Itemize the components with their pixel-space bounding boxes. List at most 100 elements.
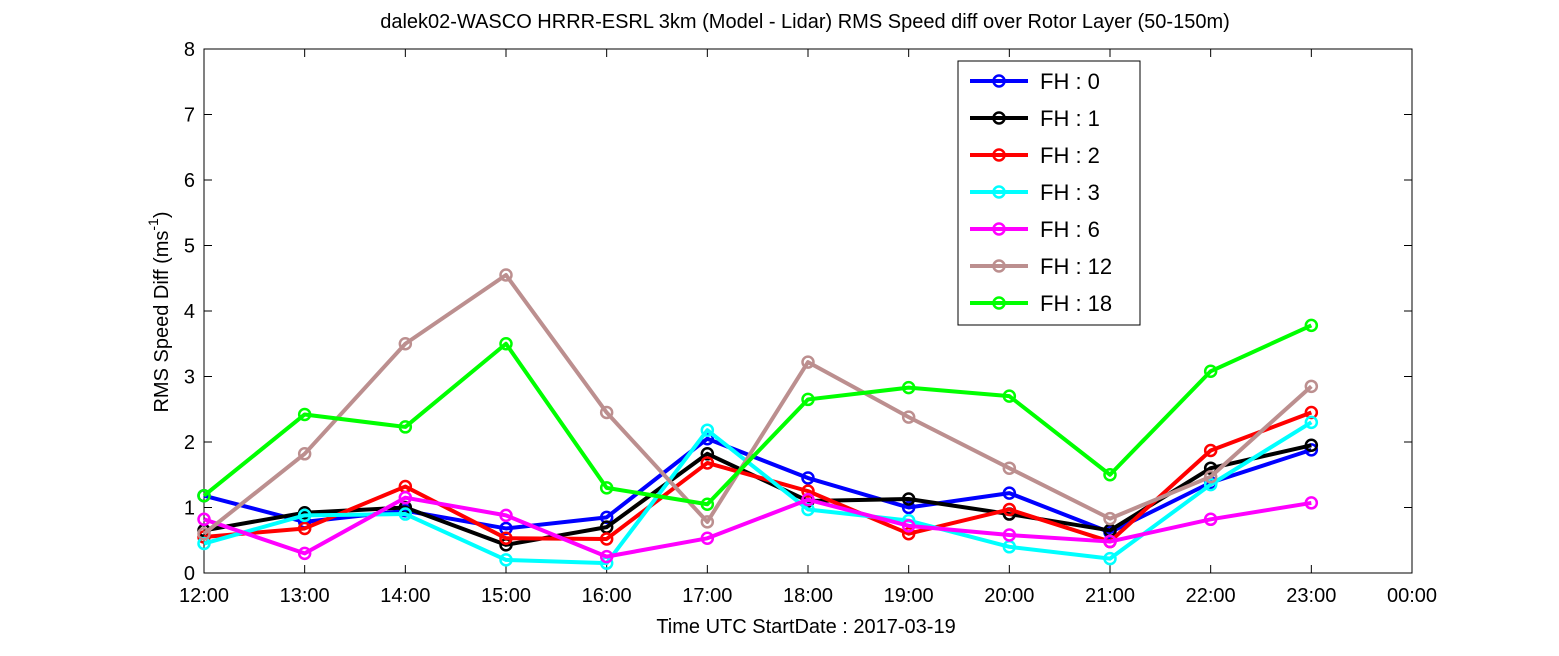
data-point [297, 521, 312, 536]
data-point [901, 410, 916, 424]
y-tick-label: 7 [184, 105, 195, 127]
data-point [801, 484, 815, 498]
data-point [801, 492, 815, 507]
x-tick-label: 16:00 [582, 585, 632, 607]
data-point [700, 515, 715, 529]
legend-swatch-marker [992, 222, 1006, 236]
legend-entry: FH : 18 [970, 291, 1112, 316]
data-point [1002, 461, 1017, 475]
data-point [1203, 512, 1218, 527]
series-5 [197, 268, 1319, 541]
series-line [203, 495, 1312, 559]
x-tick-label: 21:00 [1085, 585, 1135, 607]
data-point [499, 531, 513, 546]
x-tick-label: 17:00 [682, 585, 732, 607]
y-axis-label-main: RMS Speed Diff (ms [151, 231, 173, 413]
legend-label: FH : 0 [1040, 69, 1100, 94]
data-point [700, 531, 715, 546]
data-point [1203, 364, 1218, 379]
data-point [599, 405, 614, 420]
data-point [599, 481, 614, 495]
series-2 [197, 405, 1319, 549]
x-tick-label: 20:00 [984, 585, 1034, 607]
x-tick-label: 00:00 [1387, 585, 1437, 607]
chart-title: dalek02-WASCO HRRR-ESRL 3km (Model - Lid… [380, 11, 1230, 33]
legend-entry: FH : 6 [970, 217, 1100, 242]
data-point [1203, 443, 1218, 458]
series-4 [197, 490, 1319, 564]
x-axis-label: Time UTC StartDate : 2017-03-19 [656, 616, 955, 638]
axis-ticks: 12:00 13:00 14:00 15:00 16:00 17:00 18:00 19:00… [179, 39, 1437, 607]
legend-swatch-marker [992, 111, 1006, 125]
legend-swatch-marker [992, 296, 1006, 310]
data-point [1002, 502, 1017, 517]
data-point [398, 490, 413, 505]
y-tick-label: 1 [184, 498, 195, 520]
data-point [801, 392, 815, 407]
data-point [398, 337, 413, 351]
data-point [499, 553, 513, 567]
legend-entry: FH : 12 [970, 254, 1112, 279]
legend-label: FH : 1 [1040, 106, 1100, 131]
x-tick-label: 23:00 [1286, 585, 1336, 607]
data-point [1103, 551, 1117, 566]
series-3 [197, 415, 1319, 570]
y-axis-label-close: ) [151, 211, 173, 218]
y-tick-label: 6 [184, 170, 195, 192]
legend-label: FH : 12 [1040, 254, 1112, 279]
series-0 [197, 431, 1319, 540]
legend: FH : 0 FH : 1 FH : 2 FH : 3 FH : 6 FH : 12 FH … [957, 60, 1141, 326]
svg-text:RMS Speed Diff (ms-1): RMS Speed Diff (ms-1) [145, 211, 173, 412]
data-point [1002, 389, 1017, 403]
data-point [297, 546, 312, 561]
data-point [901, 380, 916, 395]
data-point [901, 492, 916, 506]
legend-entry: FH : 3 [970, 180, 1100, 205]
y-tick-label: 8 [184, 39, 195, 61]
data-point [1002, 528, 1017, 542]
x-tick-label: 15:00 [481, 585, 531, 607]
data-point [700, 497, 715, 511]
data-point [1203, 469, 1218, 484]
data-point [1304, 379, 1319, 394]
legend-swatch-marker [992, 185, 1006, 199]
x-tick-label: 22:00 [1186, 585, 1236, 607]
x-tick-label: 13:00 [280, 585, 330, 607]
data-point [599, 532, 614, 546]
series-6 [197, 318, 1319, 511]
data-point [901, 519, 916, 533]
data-point [197, 526, 211, 541]
legend-entry: FH : 1 [970, 106, 1100, 131]
data-point [901, 526, 916, 541]
legend-swatch-marker [992, 259, 1006, 273]
legend-entry: FH : 0 [970, 69, 1100, 94]
data-point [297, 447, 312, 461]
y-tick-label: 0 [184, 563, 195, 585]
series-layer [197, 268, 1319, 570]
data-point [1304, 496, 1319, 510]
data-point [499, 268, 513, 282]
data-point [1304, 415, 1319, 430]
data-point [1002, 486, 1017, 500]
y-axis-label: RMS Speed Diff (ms-1) [145, 211, 173, 412]
legend-swatch-marker [992, 74, 1006, 88]
y-tick-label: 3 [184, 367, 195, 389]
y-tick-label: 4 [184, 301, 195, 323]
legend-entry: FH : 2 [970, 143, 1100, 168]
legend-swatch-marker [992, 148, 1006, 162]
x-tick-label: 18:00 [783, 585, 833, 607]
data-point [1103, 468, 1117, 482]
series-line [203, 410, 1313, 544]
data-point [1203, 477, 1218, 492]
x-tick-label: 14:00 [380, 585, 430, 607]
data-point [1304, 443, 1319, 457]
data-point [801, 355, 815, 369]
series-line [202, 323, 1313, 507]
data-point [1103, 511, 1117, 526]
data-point [700, 456, 715, 470]
y-tick-label: 2 [184, 432, 195, 454]
x-tick-label: 19:00 [884, 585, 934, 607]
data-point [197, 488, 211, 503]
series-line [203, 420, 1313, 566]
